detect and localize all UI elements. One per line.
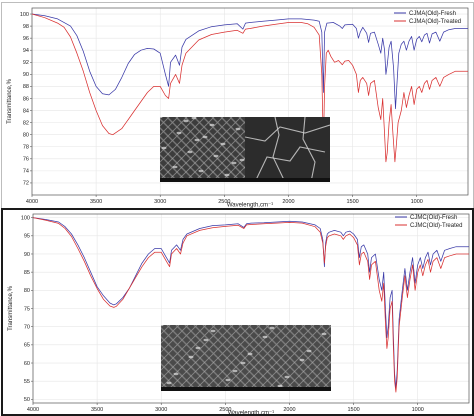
sem-inset-right-scale-bar (245, 178, 330, 182)
x-tick-label: 2000 (282, 199, 294, 205)
sem-inset-texture (161, 325, 331, 391)
sem-inset-right (245, 117, 330, 182)
y-tick-label: 90 (24, 252, 30, 258)
chart-bottom-svg: 100 95 90 85 80 75 70 65 60 55 50 4000 3500 3000 2500 2… (8, 213, 470, 415)
y-tick-label: 50 (24, 397, 30, 403)
y-tick-label: 85 (24, 270, 30, 276)
y-tick-label: 80 (24, 288, 30, 294)
y-tick-label: 78 (23, 145, 29, 151)
series-line-fresh (31, 13, 468, 110)
y-tick-label: 60 (24, 361, 30, 367)
y-tick-label: 70 (24, 324, 30, 330)
x-tick-label: 3500 (90, 199, 102, 205)
y-tick-label: 95 (24, 234, 30, 240)
x-tick-label: 3000 (155, 407, 167, 413)
x-axis-label: Wavelength,cm⁻¹ (228, 411, 274, 415)
sem-inset (161, 325, 331, 391)
y-tick-label: 84 (23, 108, 29, 114)
y-tick-label: 100 (20, 12, 29, 18)
legend: CJMC(Old)-Fresh CJMC(Old)-Treated (395, 215, 462, 229)
series-line-fresh (32, 217, 469, 389)
y-tick-label: 100 (21, 215, 30, 221)
sem-inset-left-scale-bar (160, 178, 245, 182)
x-tick-label: 1000 (412, 407, 424, 413)
sem-inset-left (160, 117, 245, 182)
x-tick-label: 2000 (283, 407, 295, 413)
y-axis-label: Transmittance,% (8, 285, 14, 330)
y-tick-label: 72 (23, 181, 29, 187)
x-tick-label: 2500 (218, 199, 230, 205)
x-tick-label: 1500 (346, 199, 358, 205)
y-tick-label: 55 (24, 379, 30, 385)
y-tick-label: 82 (23, 120, 29, 126)
y-tick-label: 92 (23, 60, 29, 66)
plot-frame (31, 7, 469, 196)
series-line-treated (31, 13, 468, 163)
legend: CJMA(Old)-Fresh CJMA(Old)-Treated (394, 11, 461, 25)
legend-entry: CJMA(Old)-Fresh (409, 11, 456, 17)
x-tick-label: 1000 (411, 199, 423, 205)
x-tick-label: 4000 (26, 199, 38, 205)
legend-entry: CJMC(Old)-Treated (410, 223, 462, 229)
y-tick-label: 90 (23, 72, 29, 78)
x-tick-label: 3000 (154, 199, 166, 205)
y-tick-label: 98 (23, 24, 29, 30)
y-tick-label: 74 (23, 169, 29, 175)
y-tick-label: 94 (23, 48, 29, 54)
y-tick-label: 86 (23, 96, 29, 102)
ftir-chart-bottom: 100 95 90 85 80 75 70 65 60 55 50 4000 3500 3000 2500 2… (1, 208, 474, 416)
sem-inset-right-texture (245, 117, 330, 182)
plot-frame (32, 213, 470, 404)
legend-entry: CJMC(Old)-Fresh (410, 215, 457, 221)
x-tick-label: 3500 (91, 407, 103, 413)
y-axis-label: Transmittance,% (7, 78, 13, 123)
legend-entry: CJMA(Old)-Treated (409, 19, 461, 25)
sem-inset-right-background (245, 117, 330, 182)
y-tick-label: 75 (24, 306, 30, 312)
y-tick-label: 80 (23, 132, 29, 138)
y-tick-label: 96 (23, 36, 29, 42)
chart-top-svg: 100 98 96 94 92 90 88 86 84 82 80 78 76 74 72 4000 3500 3… (7, 7, 469, 209)
ftir-chart-top: 100 98 96 94 92 90 88 86 84 82 80 78 76 74 72 4000 3500 3… (1, 2, 474, 209)
x-tick-label: 4000 (27, 407, 39, 413)
series-line-treated (32, 217, 469, 393)
sem-inset-left-texture (160, 117, 245, 182)
sem-inset-scale-bar (161, 387, 331, 391)
x-axis-label: Wavelength,cm⁻¹ (227, 203, 273, 209)
x-tick-label: 1500 (347, 407, 359, 413)
y-tick-label: 65 (24, 343, 30, 349)
y-tick-label: 88 (23, 84, 29, 90)
y-tick-label: 76 (23, 157, 29, 163)
x-tick-label: 2500 (219, 407, 231, 413)
